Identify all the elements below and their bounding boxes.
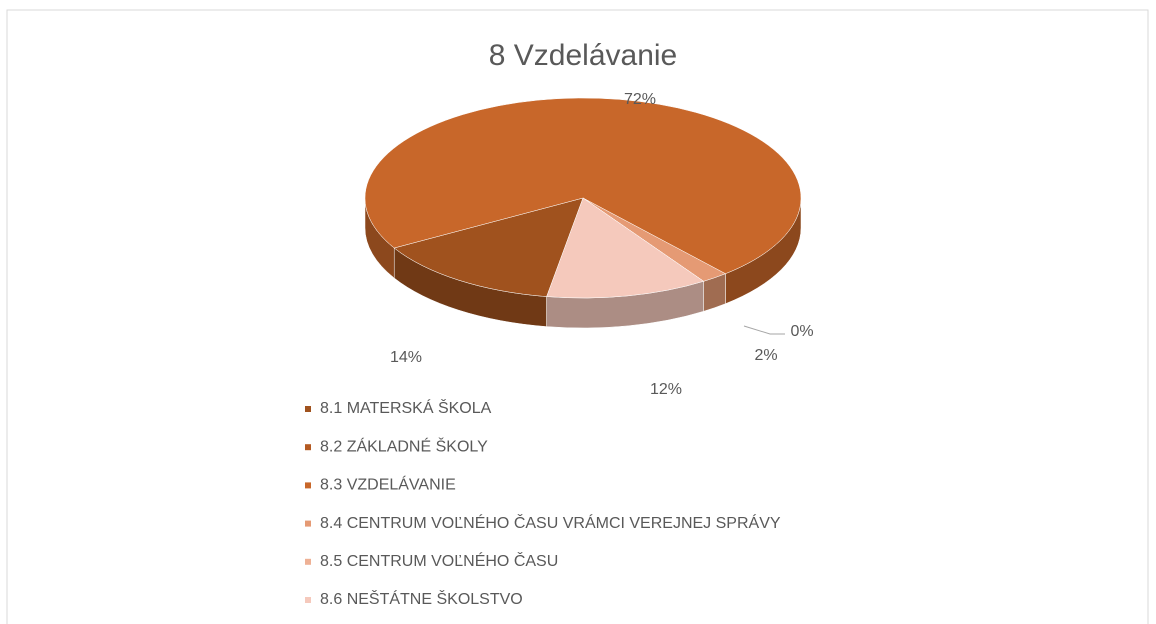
data-label: 72% (624, 91, 656, 108)
legend-label: 8.6 NEŠTÁTNE ŠKOLSTVO (320, 589, 523, 608)
legend-swatch (305, 558, 311, 565)
legend-label: 8.1 MATERSKÁ ŠKOLA (320, 398, 492, 417)
data-label: 12% (650, 381, 682, 398)
legend-swatch (305, 520, 311, 527)
pie-slice (393, 197, 584, 297)
legend-swatch (305, 406, 311, 412)
legend-swatch (305, 482, 311, 489)
legend-label: 8.3 VZDELÁVANIE (320, 475, 456, 494)
legend-swatch (305, 597, 311, 603)
data-label: 0% (790, 323, 813, 340)
data-label: 14% (390, 349, 422, 366)
pie-slice (364, 97, 802, 274)
legend-label: 8.5 CENTRUM VOĽNÉHO ČASU (320, 551, 558, 570)
pie-slice (546, 197, 705, 299)
leader-line (743, 325, 785, 335)
legend-swatch (305, 444, 311, 451)
data-label: 2% (754, 347, 777, 364)
legend-label: 8.4 CENTRUM VOĽNÉHO ČASU VRÁMCI VEREJNEJ… (320, 513, 781, 532)
chart-title: 8 Vzdelávanie (489, 39, 677, 72)
legend-label: 8.2 ZÁKLADNÉ ŠKOLY (320, 436, 488, 455)
